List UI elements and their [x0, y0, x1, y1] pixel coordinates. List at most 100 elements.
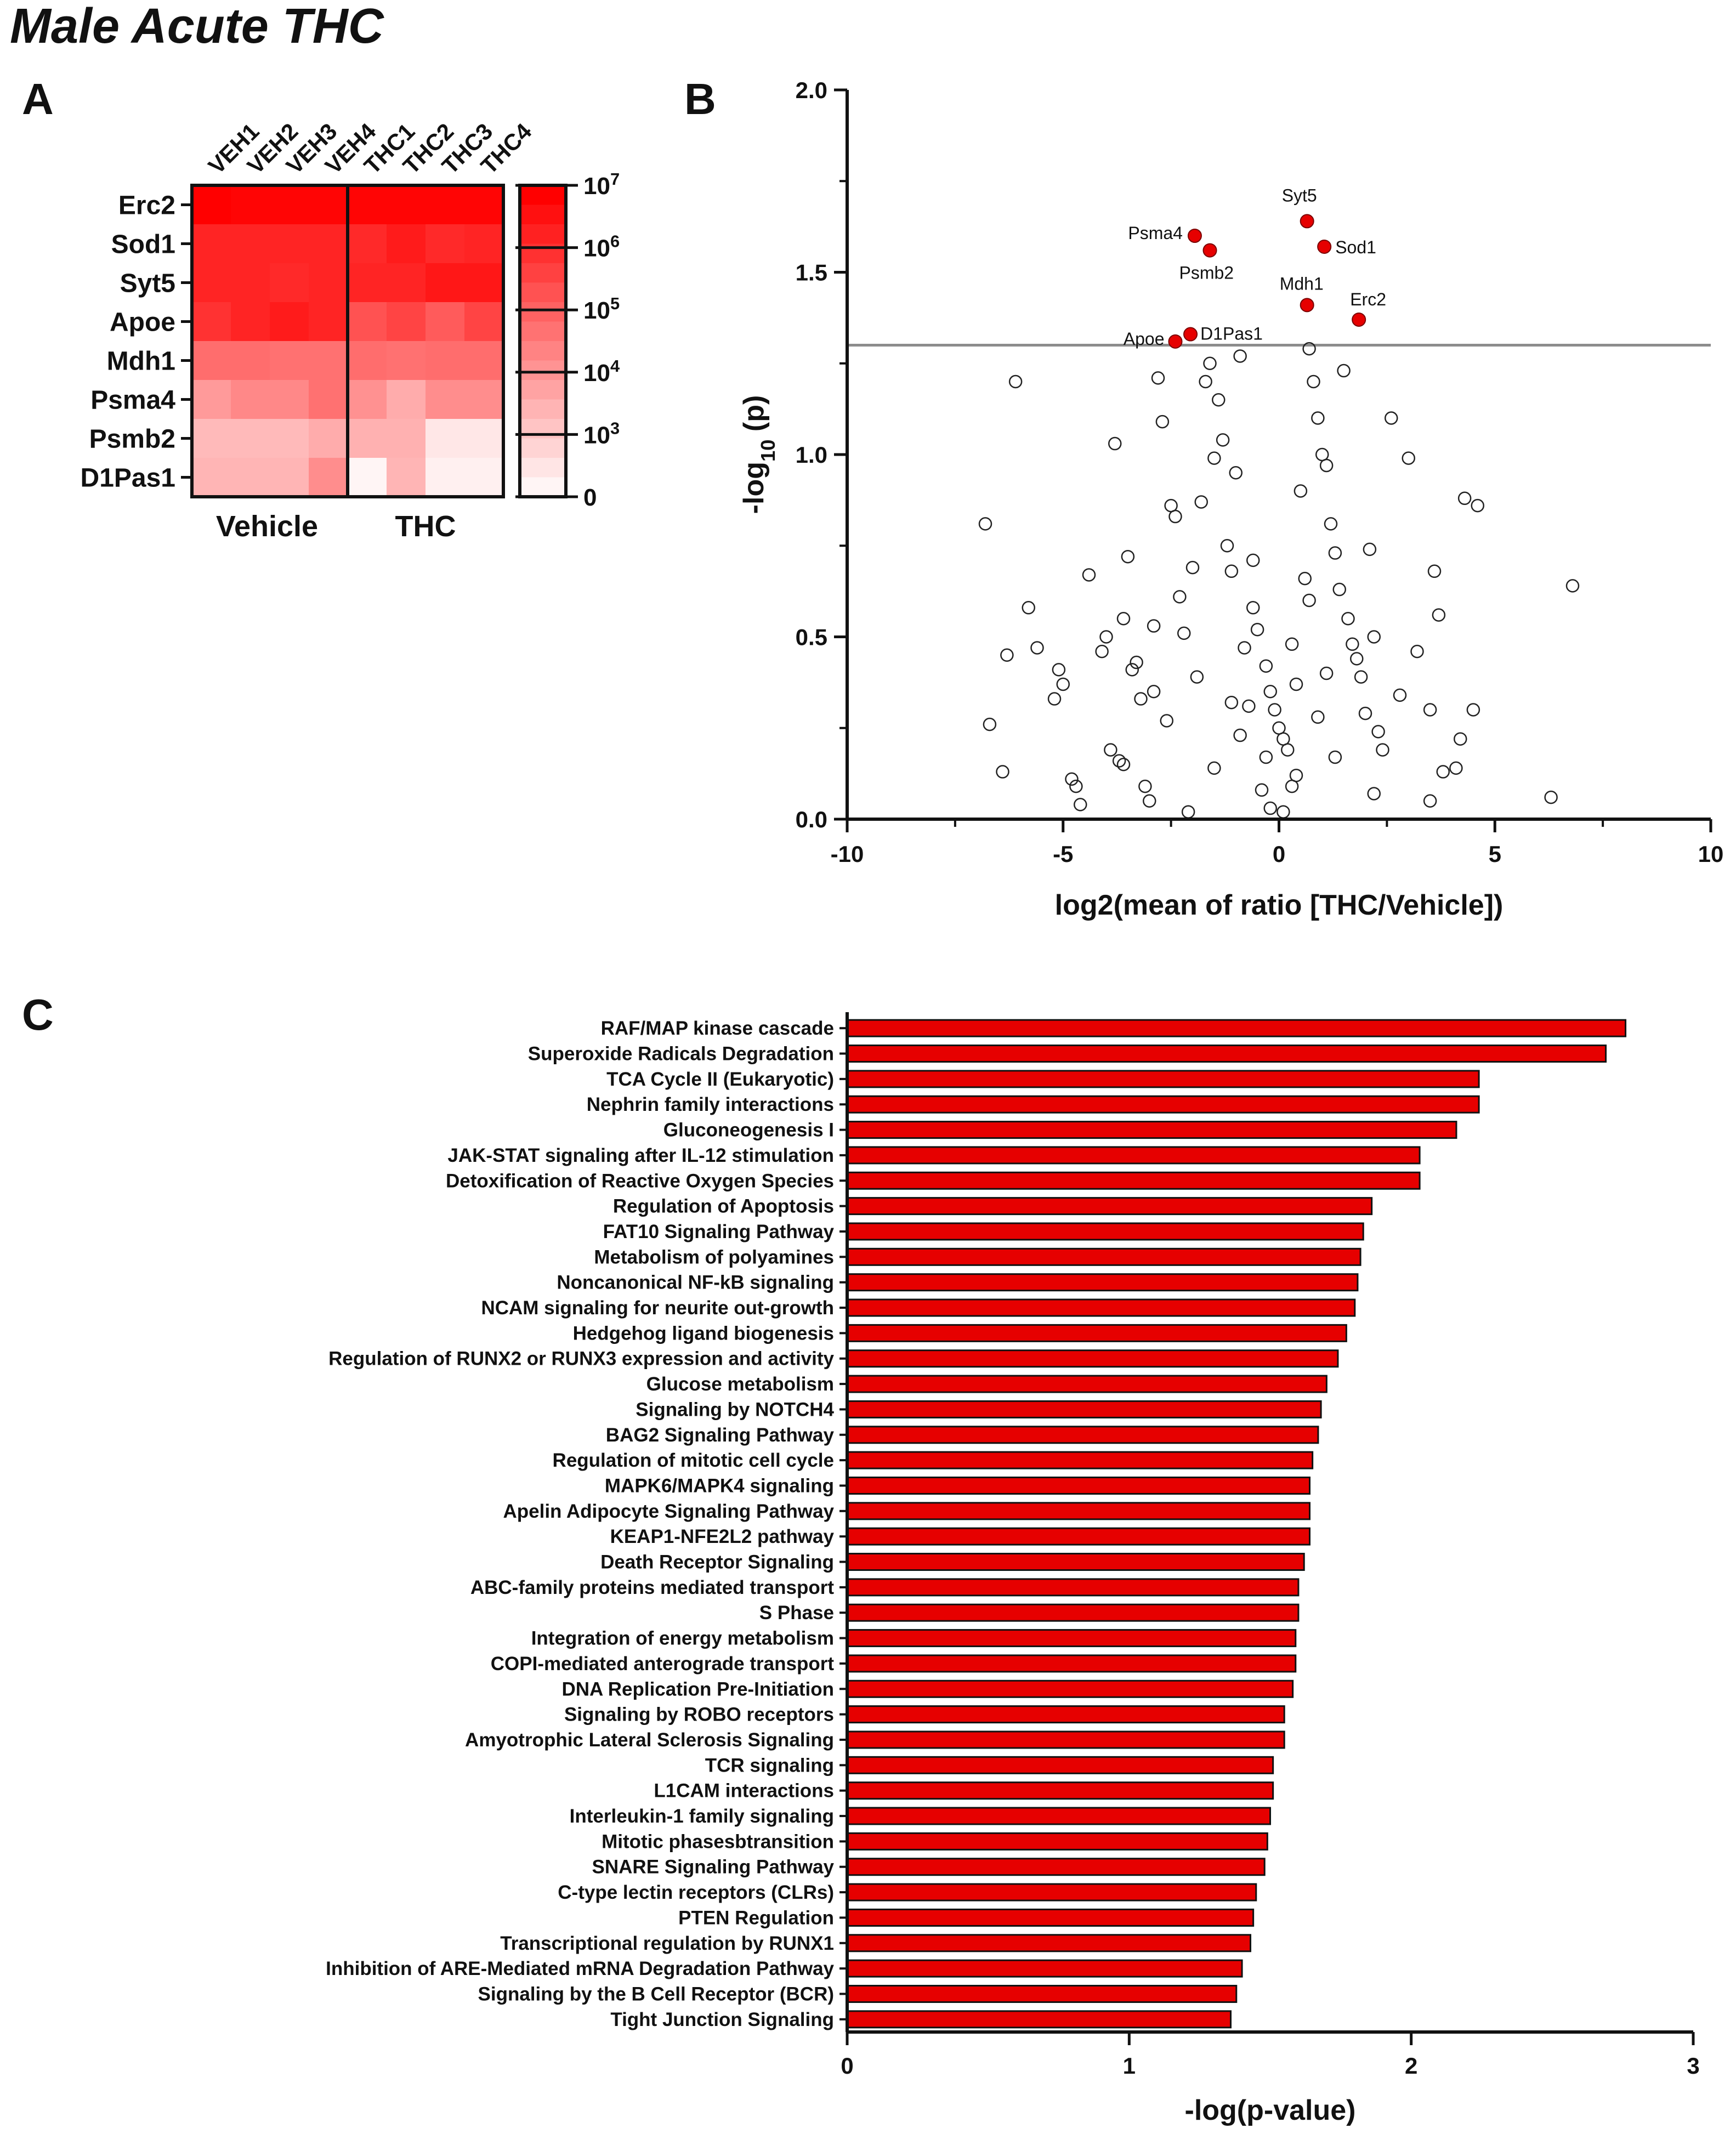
heatmap-cell — [192, 302, 231, 342]
heatmap-colorbar: 107 106 105 104 103 0 — [515, 169, 620, 511]
bar — [846, 1629, 1297, 1648]
category-label: Metabolism of polyamines — [594, 1246, 834, 1268]
category-label: BAG2 Signaling Pathway — [606, 1424, 835, 1446]
scatter-point — [1008, 374, 1023, 389]
bar — [846, 1603, 1300, 1622]
colorbar-band — [520, 321, 566, 342]
colorbar-band — [520, 477, 566, 497]
scatter-point — [1233, 728, 1247, 742]
heatmap-cell — [348, 185, 387, 225]
scatter-point — [1385, 411, 1398, 425]
category-label: Regulation of RUNX2 or RUNX3 expression … — [328, 1348, 834, 1370]
heatmap-cell — [270, 302, 309, 342]
scatter-point — [1328, 546, 1342, 560]
scatter-point — [1449, 761, 1463, 775]
scatter-point — [1220, 539, 1234, 553]
category-label: Glucose metabolism — [646, 1374, 834, 1395]
category-label: PTEN Regulation — [678, 1907, 834, 1928]
row-label: D1Pas1 — [81, 464, 175, 493]
scatter-point — [1224, 695, 1239, 710]
heatmap-cell — [192, 380, 231, 419]
scatter-point — [1371, 725, 1385, 739]
heatmap-cell — [270, 380, 309, 419]
heatmap-cell — [464, 224, 504, 264]
x-tick-label: 5 — [1489, 841, 1501, 867]
scatter-point — [1203, 356, 1217, 370]
x-tick-label: 1 — [1123, 2053, 1136, 2079]
scatter-point — [1112, 754, 1126, 768]
bar — [846, 1984, 1238, 2003]
point-label: Mdh1 — [1280, 274, 1324, 293]
heatmap-cell — [309, 263, 348, 303]
scatter-point — [1402, 451, 1415, 465]
category-label: ABC-family proteins mediated transport — [470, 1577, 834, 1598]
category-label: MAPK6/MAPK4 signaling — [605, 1475, 834, 1496]
scatter-point — [1363, 542, 1377, 557]
scatter-point — [1471, 498, 1484, 513]
scatter-point — [1030, 641, 1044, 655]
scatter-point — [1354, 670, 1368, 684]
bar — [846, 1171, 1421, 1190]
scatter-point — [1022, 601, 1035, 615]
scatter-point — [1116, 758, 1131, 771]
scatter-point — [1190, 670, 1204, 684]
point-label: Syt5 — [1282, 185, 1317, 205]
scatter-point — [1263, 685, 1277, 699]
scatter-point — [1376, 743, 1389, 757]
heatmap-cell — [309, 224, 348, 264]
colorbar-band — [520, 341, 566, 361]
heatmap-cell — [309, 419, 348, 458]
category-label: Signaling by ROBO receptors — [564, 1704, 834, 1726]
bar — [846, 1934, 1251, 1953]
heatmap-cell — [426, 380, 465, 419]
heatmap-cell — [348, 302, 387, 342]
scatter-point — [1272, 721, 1286, 735]
scatter-point — [1147, 685, 1161, 699]
category-label: Hedgehog ligand biogenesis — [573, 1323, 834, 1344]
category-label: Inhibition of ARE-Mediated mRNA Degradat… — [326, 1958, 834, 1979]
point-label: Sod1 — [1335, 237, 1376, 257]
colorbar-tick-label: 104 — [583, 356, 620, 387]
heatmap-cell — [387, 224, 426, 264]
scatter-point — [1328, 750, 1342, 764]
scatter-point — [1311, 710, 1325, 724]
heatmap-cell — [231, 380, 270, 419]
heatmap-cell — [309, 380, 348, 419]
heatmap-cell — [464, 419, 504, 458]
y-tick-label: 2.0 — [796, 77, 827, 103]
scatter-point — [978, 517, 992, 531]
category-label: Superoxide Radicals Degradation — [528, 1043, 834, 1065]
colorbar-tick-label: 105 — [583, 294, 620, 325]
category-label: Integration of energy metabolism — [531, 1628, 834, 1649]
heatmap-cell — [348, 224, 387, 264]
scatter-point — [1436, 765, 1450, 779]
scatter-point — [1168, 509, 1182, 524]
scatter-point — [1207, 451, 1221, 465]
heatmap-cell — [192, 263, 231, 303]
bar — [846, 1400, 1322, 1418]
bar — [846, 1807, 1271, 1825]
x-tick-label: 3 — [1687, 2053, 1699, 2079]
scatter-point — [1281, 743, 1295, 757]
scatter-point — [1099, 630, 1113, 644]
scatter-point — [1177, 626, 1191, 640]
scatter-point — [1277, 805, 1290, 819]
category-label: SNARE Signaling Pathway — [592, 1857, 835, 1878]
bar — [846, 1781, 1274, 1800]
heatmap-cell — [426, 185, 465, 225]
category-label: Gluconeogenesis I — [663, 1120, 834, 1141]
heatmap-cell — [231, 302, 270, 342]
x-axis-label: log2(mean of ratio [THC/Vehicle]) — [1055, 889, 1504, 921]
category-label: Transcriptional regulation by RUNX1 — [500, 1933, 834, 1954]
scatter-point — [1138, 779, 1152, 793]
bar — [846, 1324, 1347, 1342]
heatmap-cell — [270, 458, 309, 497]
heatmap-cell — [464, 263, 504, 303]
heatmap-cell — [464, 185, 504, 225]
heatmap-cell — [387, 263, 426, 303]
y-axis-label: -log10 (p) — [738, 395, 779, 514]
x-axis-label: -log(p-value) — [1185, 2095, 1356, 2126]
scatter-point — [1423, 703, 1437, 717]
heatmap-cell — [348, 458, 387, 497]
bar — [846, 1095, 1480, 1114]
